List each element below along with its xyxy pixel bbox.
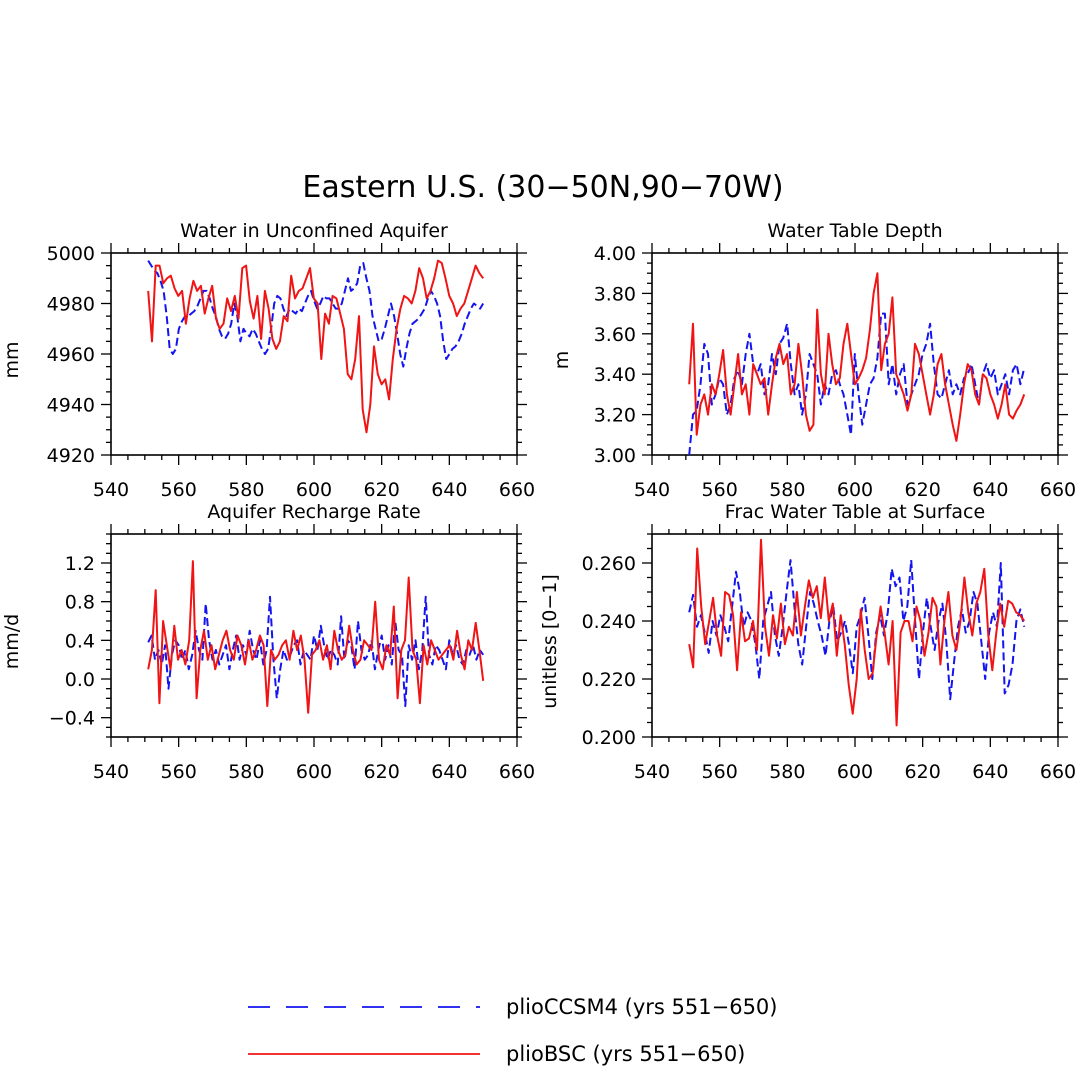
y-tick-label: −0.4 — [49, 708, 95, 730]
series-line-pliobsc — [147, 259, 485, 434]
y-tick-label: 0.4 — [65, 630, 95, 652]
y-axis-label: mm/d — [1, 614, 23, 669]
x-tick-label: 580 — [769, 761, 805, 783]
y-axis-label: m — [551, 351, 573, 370]
panel-title: Aquifer Recharge Rate — [207, 501, 420, 523]
chart-panel-1: Water in Unconfined Aquifer 540 560 580 600 6… — [1, 220, 535, 501]
figure-title: Eastern U.S. (30−50N,90−70W) — [302, 170, 783, 205]
series-line-pliobsc — [688, 272, 1026, 442]
x-tick-label: 600 — [296, 479, 332, 501]
y-tick-label: 3.20 — [594, 405, 636, 427]
x-tick-label: 640 — [431, 479, 467, 501]
chart-panel-4: Frac Water Table at Surface 540 560 580 600 6… — [539, 501, 1076, 783]
x-tick-label: 640 — [972, 479, 1008, 501]
y-tick-label: 3.40 — [594, 364, 636, 386]
y-tick-label: 0.0 — [65, 669, 95, 691]
panel-title: Water Table Depth — [767, 220, 942, 242]
series-line-pliocesm4 — [147, 260, 485, 368]
x-tick-label: 660 — [499, 479, 535, 501]
y-tick-label: 3.00 — [594, 445, 636, 467]
series-line-pliocesm4 — [688, 559, 1026, 701]
x-tick-label: 600 — [837, 761, 873, 783]
y-tick-label: 0.240 — [582, 611, 636, 633]
x-tick-label: 540 — [93, 761, 129, 783]
x-tick-label: 540 — [634, 479, 670, 501]
x-tick-label: 560 — [161, 761, 197, 783]
x-tick-label: 620 — [364, 479, 400, 501]
y-tick-label: 3.60 — [594, 324, 636, 346]
chart-panel-3: Aquifer Recharge Rate 540 560 580 600 620 640 6… — [1, 501, 535, 783]
x-tick-label: 660 — [499, 761, 535, 783]
y-tick-label: 0.220 — [582, 669, 636, 691]
x-tick-label: 620 — [364, 761, 400, 783]
panel-title: Frac Water Table at Surface — [725, 501, 985, 523]
x-tick-label: 580 — [228, 761, 264, 783]
y-tick-label: 4940 — [47, 395, 95, 417]
x-tick-label: 600 — [296, 761, 332, 783]
x-tick-label: 580 — [769, 479, 805, 501]
x-tick-label: 540 — [93, 479, 129, 501]
y-axis-label: mm — [1, 341, 23, 378]
y-axis-label: unitless [0−1] — [539, 574, 561, 709]
y-tick-label: 5000 — [47, 243, 95, 265]
x-tick-label: 560 — [702, 479, 738, 501]
y-tick-label: 4.00 — [594, 243, 636, 265]
legend-label-pliobsc: plioBSC (yrs 551−650) — [506, 1042, 745, 1066]
x-tick-label: 580 — [228, 479, 264, 501]
x-tick-label: 600 — [837, 479, 873, 501]
x-tick-label: 640 — [431, 761, 467, 783]
x-tick-label: 660 — [1040, 761, 1076, 783]
y-tick-label: 0.8 — [65, 592, 95, 614]
x-tick-label: 560 — [702, 761, 738, 783]
y-tick-label: 0.200 — [582, 727, 636, 749]
x-tick-label: 660 — [1040, 479, 1076, 501]
y-tick-label: 3.80 — [594, 283, 636, 305]
x-tick-label: 620 — [905, 479, 941, 501]
y-tick-label: 4960 — [47, 344, 95, 366]
y-tick-label: 0.260 — [582, 553, 636, 575]
x-tick-label: 640 — [972, 761, 1008, 783]
y-tick-label: 4980 — [47, 294, 95, 316]
legend: plioCCSM4 (yrs 551−650) plioBSC (yrs 551… — [248, 995, 777, 1066]
y-tick-label: 1.2 — [65, 553, 95, 575]
panel-title: Water in Unconfined Aquifer — [180, 220, 448, 242]
x-tick-label: 560 — [161, 479, 197, 501]
series-line-pliocesm4 — [688, 312, 1026, 456]
x-tick-label: 540 — [634, 761, 670, 783]
y-tick-label: 4920 — [47, 445, 95, 467]
legend-label-pliocesm4: plioCCSM4 (yrs 551−650) — [506, 995, 777, 1019]
series-line-pliobsc — [688, 538, 1026, 727]
x-tick-label: 620 — [905, 761, 941, 783]
series-line-pliobsc — [147, 560, 485, 714]
chart-panel-2: Water Table Depth 540 560 580 600 620 640 660 3.… — [551, 220, 1076, 501]
panels: Water in Unconfined Aquifer 540 560 580 600 6… — [1, 220, 1076, 783]
